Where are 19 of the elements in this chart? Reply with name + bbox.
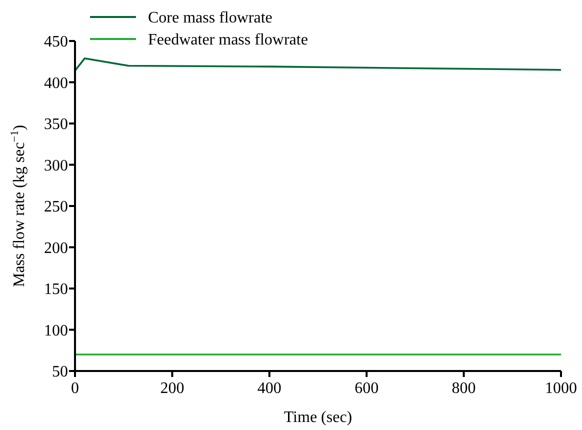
y-tick-label: 50 xyxy=(52,364,68,381)
x-tick-label: 600 xyxy=(354,380,379,397)
y-tick-label: 350 xyxy=(44,116,68,134)
x-tick-label: 1000 xyxy=(545,380,577,397)
legend-label: Feedwater mass flowrate xyxy=(148,32,308,49)
x-tick-label: 800 xyxy=(452,380,476,397)
y-tick-label: 450 xyxy=(44,34,68,51)
x-tick-label: 400 xyxy=(257,380,282,397)
line-series xyxy=(74,57,562,72)
x-tick-label: 0 xyxy=(71,380,79,397)
x-axis-title: Time (sec) xyxy=(284,409,352,426)
x-tick-label: 200 xyxy=(160,380,184,397)
y-tick-label: 300 xyxy=(44,157,68,174)
y-tick-label: 150 xyxy=(44,281,68,298)
y-tick-label: 400 xyxy=(44,74,68,92)
y-tick-label: 200 xyxy=(44,240,68,257)
y-tick-label: 100 xyxy=(44,322,68,340)
legend-label: Core mass flowrate xyxy=(148,10,272,27)
y-tick-label: 250 xyxy=(44,198,68,216)
